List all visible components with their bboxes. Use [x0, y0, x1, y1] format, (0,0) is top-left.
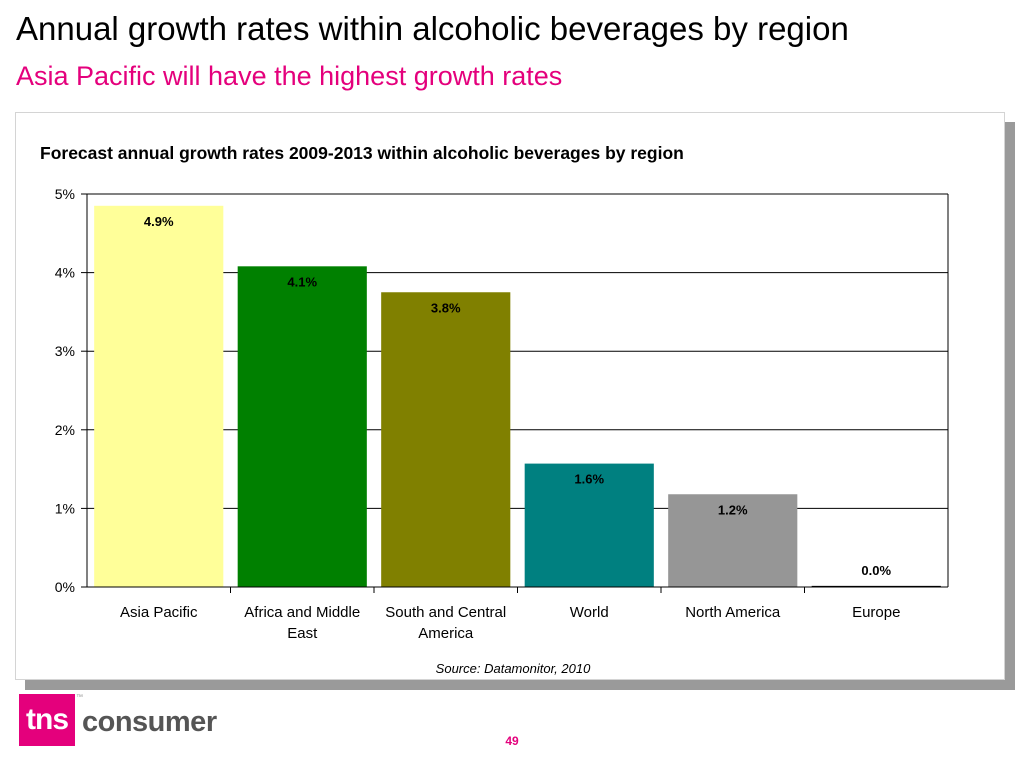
bar-value-label: 0.0%	[861, 563, 891, 578]
category-label: World	[570, 604, 609, 621]
category-label: Europe	[852, 604, 900, 621]
y-tick-label: 3%	[55, 343, 75, 359]
bar-value-label: 4.1%	[287, 274, 317, 289]
source-note: Source: Datamonitor, 2010	[436, 661, 591, 676]
category-label: South and Central	[385, 604, 506, 621]
bars	[94, 205, 941, 588]
bar-value-label: 1.2%	[718, 502, 748, 517]
bar	[94, 205, 224, 587]
chart-title: Forecast annual growth rates 2009-2013 w…	[40, 143, 684, 163]
tns-consumer-logo: tns ™ consumer	[19, 694, 217, 746]
y-tick-label: 4%	[55, 265, 75, 281]
category-label: North America	[685, 604, 781, 621]
y-tick-label: 2%	[55, 422, 75, 438]
category-label: East	[287, 625, 318, 642]
bar	[237, 266, 367, 587]
bar-value-label: 1.6%	[574, 472, 604, 487]
y-tick-label: 0%	[55, 579, 75, 595]
labels: 4.9% Asia Pacific 4.1% Africa and Middle Eas…	[120, 214, 900, 642]
slide-title: Annual growth rates within alcoholic bev…	[16, 10, 849, 47]
logo-trademark: ™	[76, 694, 83, 701]
chart-panel: Forecast annual growth rates 2009-2013 w…	[15, 112, 1005, 680]
bar-value-label: 4.9%	[144, 214, 174, 229]
slide-subtitle: Asia Pacific will have the highest growt…	[16, 61, 563, 91]
logo-wordmark: consumer	[82, 706, 217, 738]
axes: 0% 1% 2% 3% 4% 5%	[55, 186, 949, 595]
bar	[381, 292, 511, 587]
bar-chart: Forecast annual growth rates 2009-2013 w…	[40, 143, 949, 676]
y-tick-label: 1%	[55, 500, 75, 516]
bar-value-label: 3.8%	[431, 300, 461, 315]
category-label: Asia Pacific	[120, 604, 198, 621]
bar	[524, 463, 654, 587]
gridlines	[87, 193, 948, 509]
bar	[668, 494, 798, 587]
page-number: 49	[505, 734, 519, 748]
category-label: Africa and Middle	[244, 604, 360, 621]
y-tick-label: 5%	[55, 186, 75, 202]
category-label: America	[418, 625, 474, 642]
logo-mark: tns	[19, 694, 75, 746]
